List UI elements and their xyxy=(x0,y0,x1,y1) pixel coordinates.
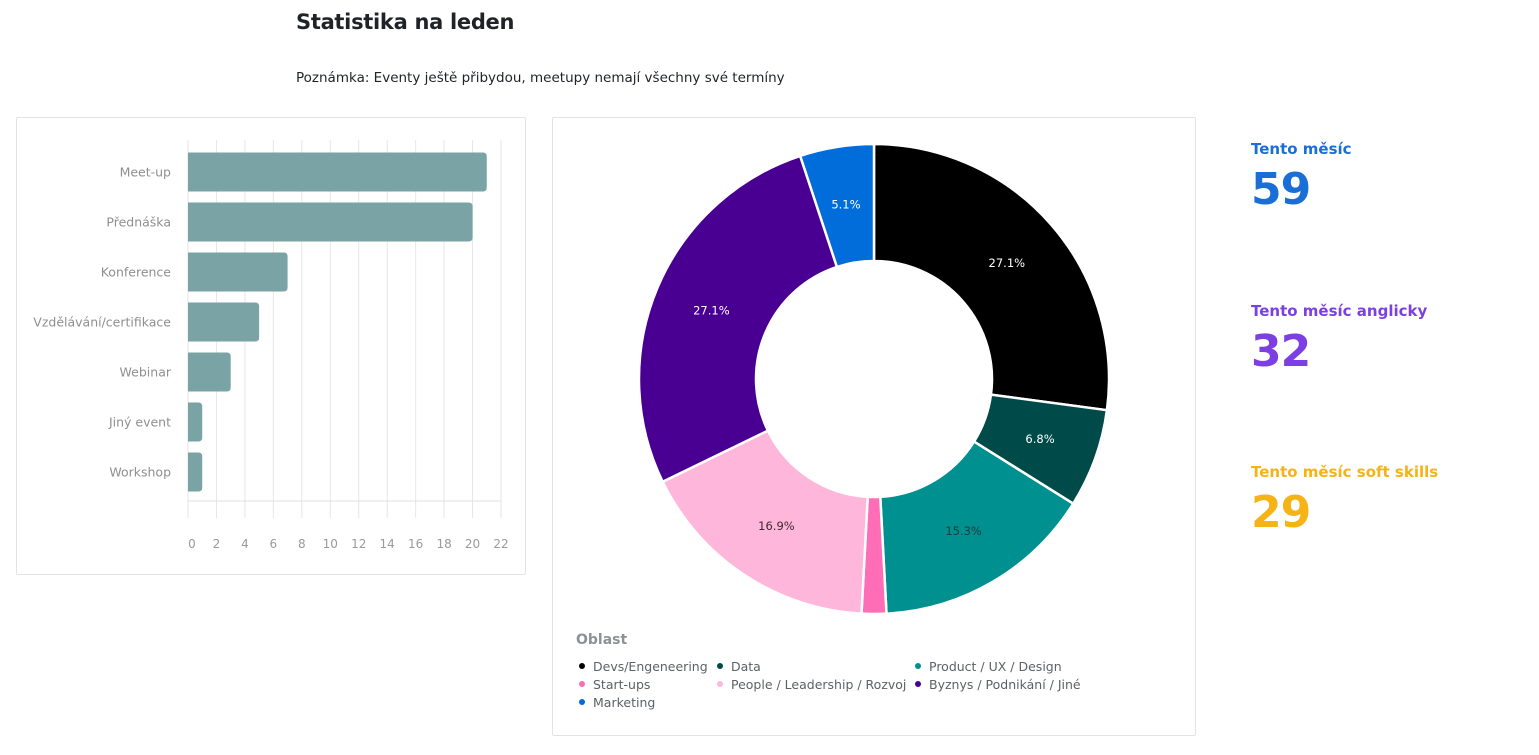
legend-label: Byznys / Podnikání / Jiné xyxy=(929,676,1081,692)
x-tick-label: 22 xyxy=(493,537,508,551)
donut-slice[interactable] xyxy=(872,142,1111,412)
slice-percent-label: 27.1% xyxy=(989,256,1026,270)
slice-percent-label: 16.9% xyxy=(758,519,795,533)
y-category-label: Konference xyxy=(101,265,172,280)
bar[interactable] xyxy=(188,302,260,342)
x-tick-label: 14 xyxy=(380,537,395,551)
x-tick-label: 16 xyxy=(408,537,423,551)
kpi-this-month-english: Tento měsíc anglicky 32 xyxy=(1251,302,1427,377)
legend-title: Oblast xyxy=(576,632,628,648)
legend-label: Data xyxy=(731,658,761,674)
bar-chart-card: 0 2 4 6 8 10 12 14 16 18 20 22 Meet-up Přednáška Konfe… xyxy=(16,117,526,575)
legend-item[interactable]: People / Leadership / Rozvoj xyxy=(714,676,912,692)
page-note: Poznámka: Eventy ještě přibydou, meetupy… xyxy=(296,70,785,86)
donut-slice[interactable] xyxy=(878,439,1075,615)
legend-item[interactable]: Marketing xyxy=(576,694,714,710)
legend-item[interactable]: Devs/Engeneering xyxy=(576,658,714,674)
y-category-label: Přednáška xyxy=(106,215,171,230)
legend-item[interactable]: Data xyxy=(714,658,912,674)
donut-slice[interactable] xyxy=(660,428,870,615)
legend-dot-icon xyxy=(717,663,723,669)
bar[interactable] xyxy=(188,402,203,442)
donut-slice[interactable] xyxy=(637,154,839,484)
y-category-label: Vzdělávání/certifikace xyxy=(33,315,171,330)
legend-item[interactable]: Product / UX / Design xyxy=(912,658,1112,674)
legend-dot-icon xyxy=(717,681,723,687)
x-tick-label: 12 xyxy=(351,537,366,551)
legend-label: Product / UX / Design xyxy=(929,658,1062,674)
bar[interactable] xyxy=(188,152,487,192)
legend-dot-icon xyxy=(915,663,921,669)
x-tick-label: 18 xyxy=(436,537,451,551)
slice-percent-label: 27.1% xyxy=(693,303,730,317)
legend-label: People / Leadership / Rozvoj xyxy=(731,676,907,692)
x-tick-label: 0 xyxy=(188,537,196,551)
donut-legend: Oblast Devs/Engeneering Data Product / UX … xyxy=(576,632,1176,710)
x-tick-label: 8 xyxy=(298,537,306,551)
legend-dot-icon xyxy=(579,681,585,687)
kpi-value: 32 xyxy=(1251,326,1311,377)
bar-chart: 0 2 4 6 8 10 12 14 16 18 20 22 Meet-up Přednáška Konfe… xyxy=(33,140,509,551)
kpi-this-month: Tento měsíc 59 xyxy=(1251,140,1352,215)
bar[interactable] xyxy=(188,202,473,242)
donut-slice[interactable] xyxy=(798,142,876,269)
legend-label: Devs/Engeneering xyxy=(593,658,708,674)
slice-percent-label: 6.8% xyxy=(1025,432,1054,446)
legend-item[interactable]: Byznys / Podnikání / Jiné xyxy=(912,676,1112,692)
legend-label: Marketing xyxy=(593,694,656,710)
kpi-value: 29 xyxy=(1251,487,1311,538)
x-tick-label: 10 xyxy=(323,537,338,551)
donut-chart: 27.1% 6.8% 15.3% 16.9% 27.1% 5.1% xyxy=(637,142,1111,616)
legend-dot-icon xyxy=(915,681,921,687)
donut-chart-card: 27.1% 6.8% 15.3% 16.9% 27.1% 5.1% xyxy=(552,117,1196,736)
kpi-label: Tento měsíc soft skills xyxy=(1251,463,1439,481)
kpi-label: Tento měsíc xyxy=(1251,140,1352,158)
x-tick-label: 4 xyxy=(241,537,249,551)
bar[interactable] xyxy=(188,352,231,392)
bar[interactable] xyxy=(188,252,288,292)
page-title: Statistika na leden xyxy=(296,10,515,34)
y-category-label: Workshop xyxy=(109,465,171,480)
bar[interactable] xyxy=(188,452,203,492)
x-tick-label: 6 xyxy=(270,537,278,551)
legend-label: Start-ups xyxy=(593,676,651,692)
x-tick-label: 20 xyxy=(465,537,480,551)
x-tick-label: 2 xyxy=(213,537,221,551)
y-category-label: Jiný event xyxy=(108,415,171,430)
y-category-label: Webinar xyxy=(120,365,172,380)
legend-item[interactable]: Start-ups xyxy=(576,676,714,692)
legend-dot-icon xyxy=(579,663,585,669)
y-category-label: Meet-up xyxy=(120,165,171,180)
legend-items: Devs/Engeneering Data Product / UX / Desig… xyxy=(576,658,1176,710)
kpi-label: Tento měsíc anglicky xyxy=(1251,302,1428,320)
slice-percent-label: 5.1% xyxy=(831,198,860,212)
kpi-this-month-soft-skills: Tento měsíc soft skills 29 xyxy=(1251,463,1438,538)
legend-dot-icon xyxy=(579,699,585,705)
slice-percent-label: 15.3% xyxy=(945,524,982,538)
kpi-value: 59 xyxy=(1251,164,1311,215)
